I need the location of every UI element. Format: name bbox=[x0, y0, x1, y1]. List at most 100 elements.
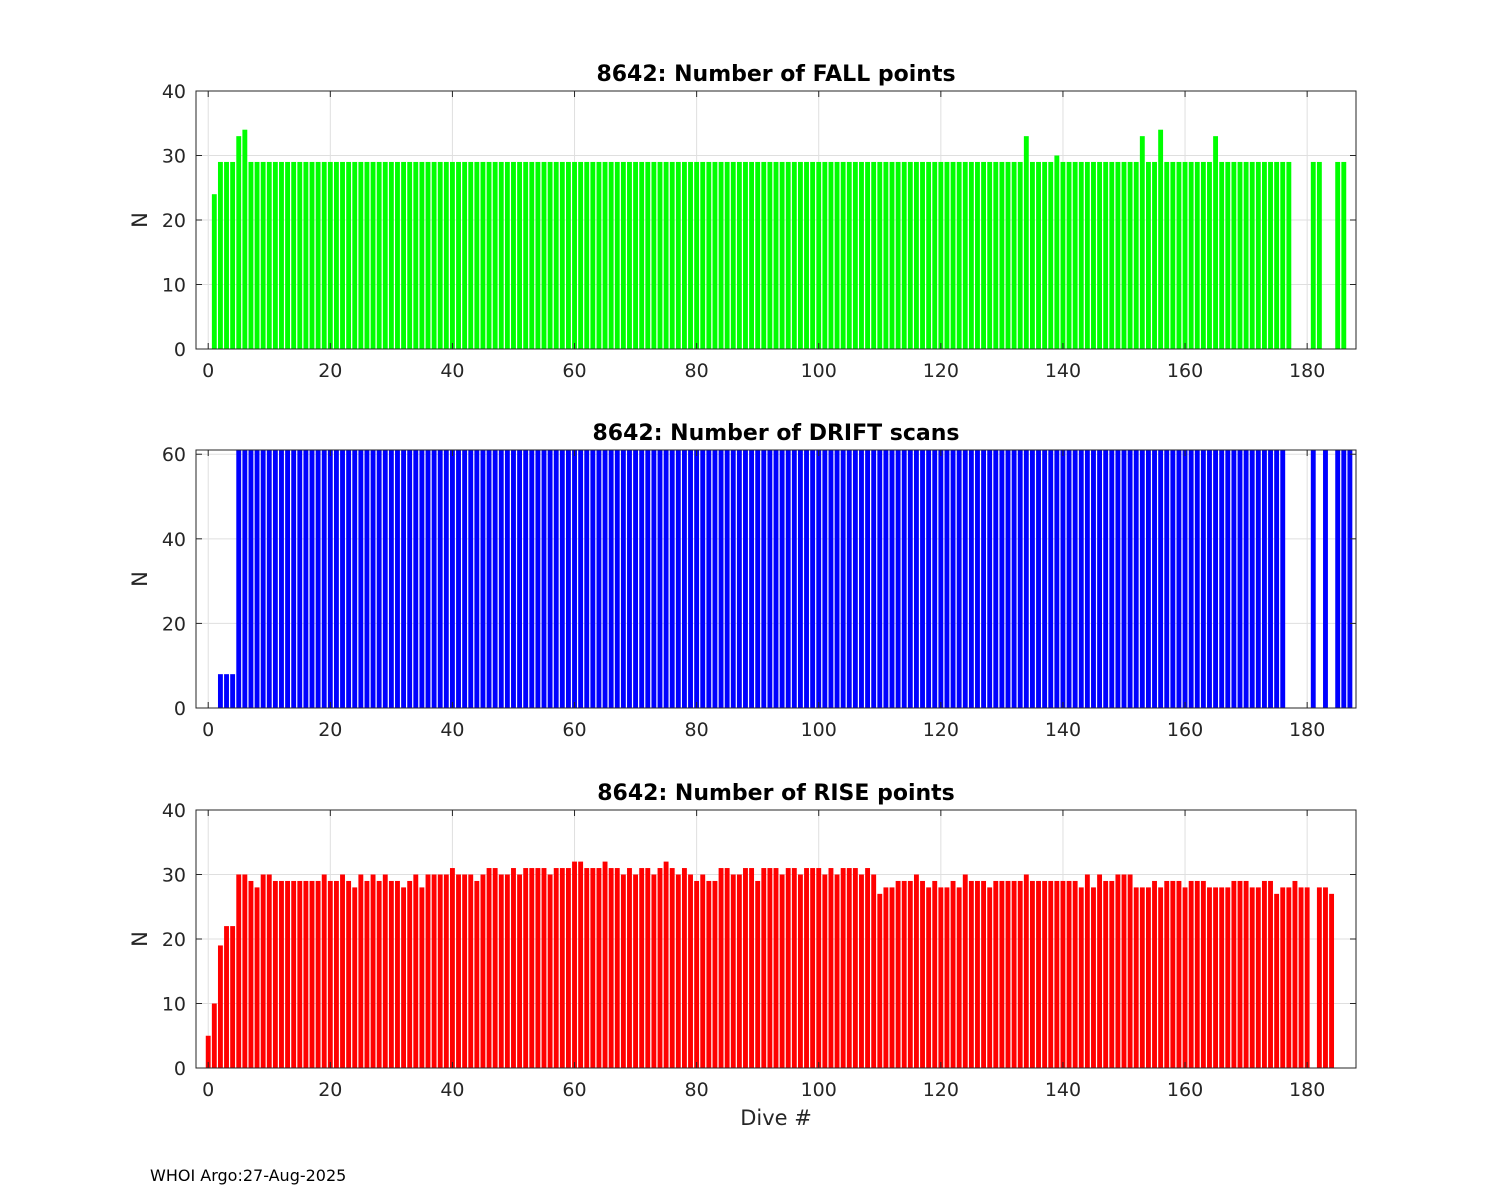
bar bbox=[938, 450, 944, 708]
bar bbox=[498, 450, 504, 708]
bar bbox=[352, 161, 358, 349]
bar bbox=[743, 868, 748, 1068]
bar bbox=[1048, 880, 1054, 1068]
bar bbox=[797, 450, 803, 708]
bar bbox=[773, 868, 779, 1068]
bar bbox=[425, 450, 431, 708]
bar bbox=[608, 450, 614, 708]
bar bbox=[1029, 450, 1035, 708]
bar bbox=[1329, 893, 1335, 1068]
bar bbox=[1115, 874, 1121, 1068]
bar bbox=[1109, 880, 1115, 1068]
bar bbox=[1347, 450, 1353, 708]
bar bbox=[1042, 450, 1048, 708]
bar bbox=[614, 450, 620, 708]
bar bbox=[462, 450, 468, 708]
bar bbox=[511, 450, 516, 708]
bar bbox=[755, 880, 761, 1068]
bar bbox=[1182, 887, 1188, 1068]
bar bbox=[627, 868, 632, 1068]
y-tick-label: 20 bbox=[162, 613, 186, 635]
bar bbox=[388, 880, 394, 1068]
bar bbox=[1316, 161, 1322, 349]
bar bbox=[975, 161, 980, 349]
bar bbox=[1310, 450, 1316, 708]
bar bbox=[724, 161, 730, 349]
bar bbox=[260, 450, 266, 708]
bar bbox=[956, 161, 962, 349]
bar bbox=[675, 161, 681, 349]
x-tick-label: 0 bbox=[202, 360, 214, 382]
x-tick-label: 60 bbox=[562, 360, 586, 382]
bar bbox=[449, 868, 455, 1068]
bar bbox=[541, 161, 547, 349]
bar bbox=[883, 887, 889, 1068]
bar bbox=[474, 880, 480, 1068]
chart-title: 8642: Number of FALL points bbox=[596, 62, 955, 87]
bar bbox=[1200, 880, 1206, 1068]
bar bbox=[1005, 161, 1011, 349]
bar bbox=[376, 880, 382, 1068]
bar bbox=[236, 874, 242, 1068]
bar bbox=[1194, 450, 1200, 708]
bar bbox=[834, 450, 840, 708]
bar bbox=[523, 450, 529, 708]
x-tick-label: 180 bbox=[1289, 1079, 1325, 1101]
bar bbox=[822, 450, 828, 708]
bar bbox=[590, 450, 596, 708]
bar bbox=[211, 194, 217, 349]
bar bbox=[541, 450, 547, 708]
bar bbox=[1176, 161, 1182, 349]
bar bbox=[401, 161, 407, 349]
bar bbox=[706, 450, 712, 708]
bar bbox=[449, 450, 455, 708]
bar bbox=[407, 450, 413, 708]
bar bbox=[999, 450, 1005, 708]
bar bbox=[1255, 450, 1261, 708]
bar bbox=[907, 880, 913, 1068]
bar bbox=[303, 880, 309, 1068]
bar bbox=[260, 161, 266, 349]
bar bbox=[333, 880, 339, 1068]
bar bbox=[1323, 887, 1328, 1068]
bar bbox=[1164, 450, 1170, 708]
bar bbox=[431, 161, 437, 349]
bar bbox=[547, 161, 553, 349]
bar bbox=[1139, 887, 1145, 1068]
bar bbox=[1237, 880, 1243, 1068]
bar bbox=[712, 161, 718, 349]
bar bbox=[639, 450, 645, 708]
bar bbox=[1249, 450, 1255, 708]
bar bbox=[559, 161, 565, 349]
bar bbox=[981, 880, 987, 1068]
bar bbox=[584, 868, 590, 1068]
bar bbox=[694, 450, 700, 708]
bar bbox=[651, 450, 657, 708]
bar bbox=[1139, 450, 1145, 708]
bar bbox=[681, 868, 687, 1068]
bar bbox=[602, 450, 608, 708]
bar bbox=[596, 450, 602, 708]
x-tick-label: 20 bbox=[318, 360, 342, 382]
bar bbox=[407, 880, 413, 1068]
bar bbox=[1316, 887, 1322, 1068]
bar bbox=[999, 880, 1005, 1068]
bar bbox=[437, 161, 443, 349]
bar bbox=[1274, 450, 1280, 708]
bar bbox=[309, 880, 315, 1068]
bar bbox=[303, 450, 309, 708]
bar bbox=[285, 161, 291, 349]
bar bbox=[1280, 450, 1286, 708]
bar bbox=[346, 450, 352, 708]
bar bbox=[1182, 161, 1188, 349]
x-tick-label: 20 bbox=[318, 719, 342, 741]
bar bbox=[211, 1003, 217, 1068]
bar bbox=[681, 450, 687, 708]
bar bbox=[376, 450, 382, 708]
bar bbox=[846, 161, 852, 349]
bar bbox=[224, 161, 229, 349]
bar bbox=[846, 868, 852, 1068]
bar bbox=[468, 874, 474, 1068]
bar bbox=[1029, 161, 1035, 349]
bar bbox=[950, 450, 956, 708]
